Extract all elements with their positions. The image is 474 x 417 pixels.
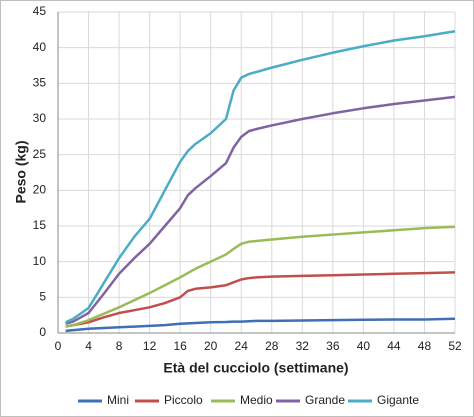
y-axis-title: Peso (kg) [13,140,29,203]
y-tick-label: 45 [33,4,47,18]
y-tick-label: 35 [33,76,47,90]
series-line [65,30,456,324]
x-tick-label: 48 [418,339,432,353]
x-tick-label: 12 [143,339,157,353]
x-tick-label: 44 [387,339,401,353]
y-tick-label: 20 [33,183,47,197]
y-tick-label: 15 [33,218,47,232]
series-line [65,225,456,328]
legend-label: Mini [107,393,129,407]
x-tick-label: 20 [204,339,218,353]
series-line [65,271,456,328]
x-tick-label: 0 [55,339,62,353]
x-tick-label: 36 [326,339,340,353]
y-tick-label: 30 [33,111,47,125]
legend-label: Piccolo [164,393,203,407]
legend-label: Grande [305,393,345,407]
series-line [65,317,456,333]
y-tick-label: 40 [33,40,47,54]
y-tick-label: 25 [33,147,47,161]
x-tick-label: 8 [116,339,123,353]
x-tick-label: 32 [296,339,310,353]
x-tick-label: 52 [448,339,462,353]
legend-label: Medio [240,393,273,407]
x-tick-label: 24 [235,339,249,353]
x-axis-title: Età del cucciolo (settimane) [163,360,348,376]
x-tick-label: 16 [173,339,187,353]
y-tick-label: 5 [39,290,46,304]
x-tick-label: 28 [265,339,279,353]
x-tick-label: 40 [357,339,371,353]
series-line [65,95,456,325]
y-tick-label: 10 [33,254,47,268]
legend-label: Gigante [377,393,419,407]
x-tick-label: 4 [85,339,92,353]
y-tick-label: 0 [39,325,46,339]
